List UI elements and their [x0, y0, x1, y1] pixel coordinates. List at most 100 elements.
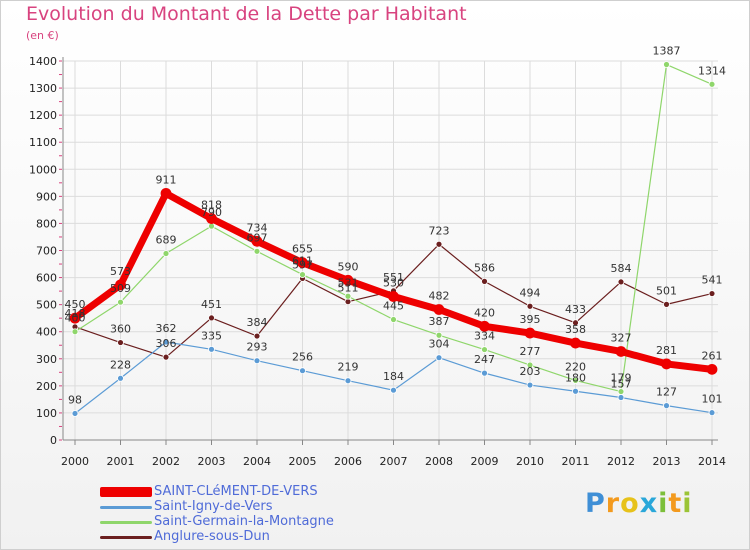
data-label: 445	[383, 300, 404, 313]
data-label: 551	[383, 271, 404, 284]
data-label: 281	[656, 344, 677, 357]
data-point-saint-cl-ment-de-vers	[115, 279, 126, 291]
data-label: 184	[383, 370, 404, 383]
data-point-saint-igny-de-vers	[344, 377, 352, 385]
x-tick-label: 2001	[107, 455, 135, 468]
logo-letter: i	[658, 488, 669, 519]
y-tick-label: 1000	[29, 163, 57, 176]
data-label: 590	[338, 260, 359, 273]
legend-swatch-anglure	[100, 535, 152, 539]
data-label: 723	[429, 224, 450, 237]
x-tick-label: 2014	[698, 455, 726, 468]
data-point-saint-cl-ment-de-vers	[160, 187, 172, 199]
data-point-saint-cl-ment-de-vers	[661, 358, 672, 370]
data-point-saint-germain-la-montagne	[299, 271, 306, 278]
data-point-saint-cl-ment-de-vers	[69, 312, 81, 324]
data-point-anglure-sous-dun	[617, 278, 625, 286]
y-tick-label: 1400	[29, 55, 57, 68]
data-label: 734	[247, 221, 268, 234]
data-label: 334	[474, 330, 495, 343]
data-point-saint-germain-la-montagne	[435, 331, 443, 339]
legend-swatch-saint-germain	[100, 520, 152, 524]
y-tick-label: 700	[36, 245, 57, 258]
y-tick-label: 0	[50, 434, 57, 447]
data-point-saint-cl-ment-de-vers	[206, 213, 217, 224]
data-label: 531	[338, 276, 359, 289]
data-point-saint-cl-ment-de-vers	[251, 235, 263, 247]
data-label: 277	[520, 345, 541, 358]
data-point-anglure-sous-dun	[208, 314, 215, 322]
data-label: 98	[68, 393, 82, 406]
data-point-saint-igny-de-vers	[71, 410, 79, 417]
data-label: 247	[474, 353, 495, 366]
data-label: 433	[565, 303, 586, 316]
data-label: 400	[65, 312, 86, 325]
data-point-saint-germain-la-montagne	[253, 247, 261, 255]
data-label: 450	[65, 298, 86, 311]
data-point-anglure-sous-dun	[526, 302, 534, 310]
data-point-anglure-sous-dun	[572, 319, 579, 327]
data-point-saint-germain-la-montagne	[344, 292, 352, 300]
logo-letter: i	[682, 488, 693, 519]
legend-label: Anglure-sous-Dun	[154, 529, 270, 544]
data-label: 494	[520, 286, 541, 299]
data-label: 418	[65, 307, 86, 320]
x-tick-label: 2007	[380, 455, 408, 468]
data-point-saint-cl-ment-de-vers	[433, 304, 445, 315]
data-point-saint-igny-de-vers	[708, 409, 716, 417]
data-point-saint-cl-ment-de-vers	[524, 327, 536, 339]
data-label: 597	[292, 258, 313, 271]
data-label: 335	[201, 329, 222, 342]
data-point-saint-igny-de-vers	[617, 394, 625, 401]
x-tick-label: 2000	[61, 455, 89, 468]
data-point-saint-igny-de-vers	[435, 354, 443, 362]
data-label: 1387	[653, 45, 681, 58]
logo-letter: o	[620, 488, 640, 519]
y-tick-label: 500	[36, 299, 57, 312]
x-tick-label: 2011	[562, 455, 590, 468]
x-tick-label: 2003	[198, 455, 226, 468]
data-label: 482	[429, 290, 450, 303]
legend-label: SAINT-CLéMENT-DE-VERS	[154, 484, 318, 499]
proxiti-logo: Proxiti	[585, 488, 693, 519]
data-point-saint-igny-de-vers	[299, 367, 306, 375]
data-point-saint-cl-ment-de-vers	[388, 291, 399, 302]
axes: 0 100 200 300 400 500 600 700 800 900 1000 1100 1200…	[29, 55, 726, 468]
data-point-saint-cl-ment-de-vers	[297, 257, 308, 269]
data-point-saint-cl-ment-de-vers	[342, 274, 354, 286]
data-label: 180	[565, 371, 586, 384]
data-point-saint-cl-ment-de-vers	[570, 337, 581, 349]
data-label: 384	[247, 316, 268, 329]
data-label: 451	[201, 298, 222, 311]
data-label: 293	[247, 341, 268, 354]
data-point-saint-germain-la-montagne	[572, 377, 579, 384]
data-label: 655	[292, 243, 313, 256]
data-label: 219	[338, 361, 359, 374]
data-label: 501	[656, 284, 677, 297]
data-label: 362	[156, 322, 177, 335]
data-point-saint-germain-la-montagne	[162, 250, 170, 257]
data-point-saint-germain-la-montagne	[617, 388, 625, 395]
data-point-saint-igny-de-vers	[572, 387, 579, 395]
logo-letter: x	[639, 488, 659, 519]
data-point-saint-igny-de-vers	[663, 402, 670, 410]
y-tick-label: 1200	[29, 109, 57, 122]
data-label: 395	[520, 313, 541, 326]
x-tick-label: 2009	[471, 455, 499, 468]
data-label: 228	[110, 358, 131, 371]
data-label: 584	[611, 262, 632, 275]
data-label: 304	[429, 338, 450, 351]
data-point-saint-germain-la-montagne	[208, 222, 215, 230]
data-point-saint-germain-la-montagne	[481, 346, 488, 353]
data-label: 203	[520, 365, 541, 378]
x-tick-label: 2012	[607, 455, 635, 468]
data-point-saint-igny-de-vers	[481, 369, 488, 377]
data-label: 818	[201, 199, 222, 212]
data-point-saint-igny-de-vers	[117, 374, 124, 382]
legend-swatch-saint-igny	[100, 505, 152, 509]
x-tick-label: 2008	[425, 455, 453, 468]
x-tick-label: 2004	[243, 455, 271, 468]
y-tick-label: 200	[36, 380, 57, 393]
data-point-saint-igny-de-vers	[253, 357, 261, 365]
